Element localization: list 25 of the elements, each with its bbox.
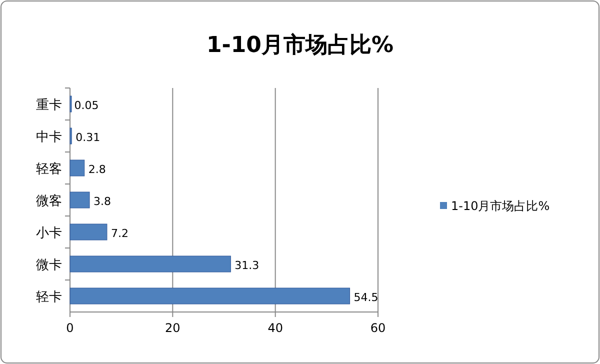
bar: [70, 160, 85, 176]
y-tick-label: 轻卡: [36, 290, 62, 305]
y-tick-label: 中卡: [36, 130, 62, 145]
bar: [70, 192, 90, 208]
x-tick-label: 40: [268, 321, 283, 335]
y-tick-label: 小卡: [36, 226, 62, 241]
data-label: 0.05: [74, 99, 99, 112]
legend-label: 1-10月市场占比%: [451, 199, 550, 213]
chart-title: 1-10月市场占比%: [206, 32, 394, 58]
y-tick-label: 微客: [36, 193, 62, 209]
x-tick-label: 60: [370, 321, 386, 335]
data-label: 3.8: [94, 195, 112, 208]
data-label: 31.3: [234, 259, 260, 272]
y-tick-label: 微卡: [36, 258, 62, 273]
y-tick-label: 重卡: [36, 98, 62, 113]
bar: [70, 288, 350, 304]
data-label: 54.5: [354, 291, 378, 304]
data-label: 0.31: [76, 131, 100, 144]
bar: [70, 224, 108, 240]
data-label: 7.2: [110, 227, 128, 240]
data-label: 2.8: [88, 163, 106, 176]
x-tick-label: 20: [165, 321, 180, 335]
y-tick-label: 轻客: [36, 161, 62, 177]
x-tick-label: 0: [66, 321, 74, 335]
bar: [70, 256, 231, 272]
